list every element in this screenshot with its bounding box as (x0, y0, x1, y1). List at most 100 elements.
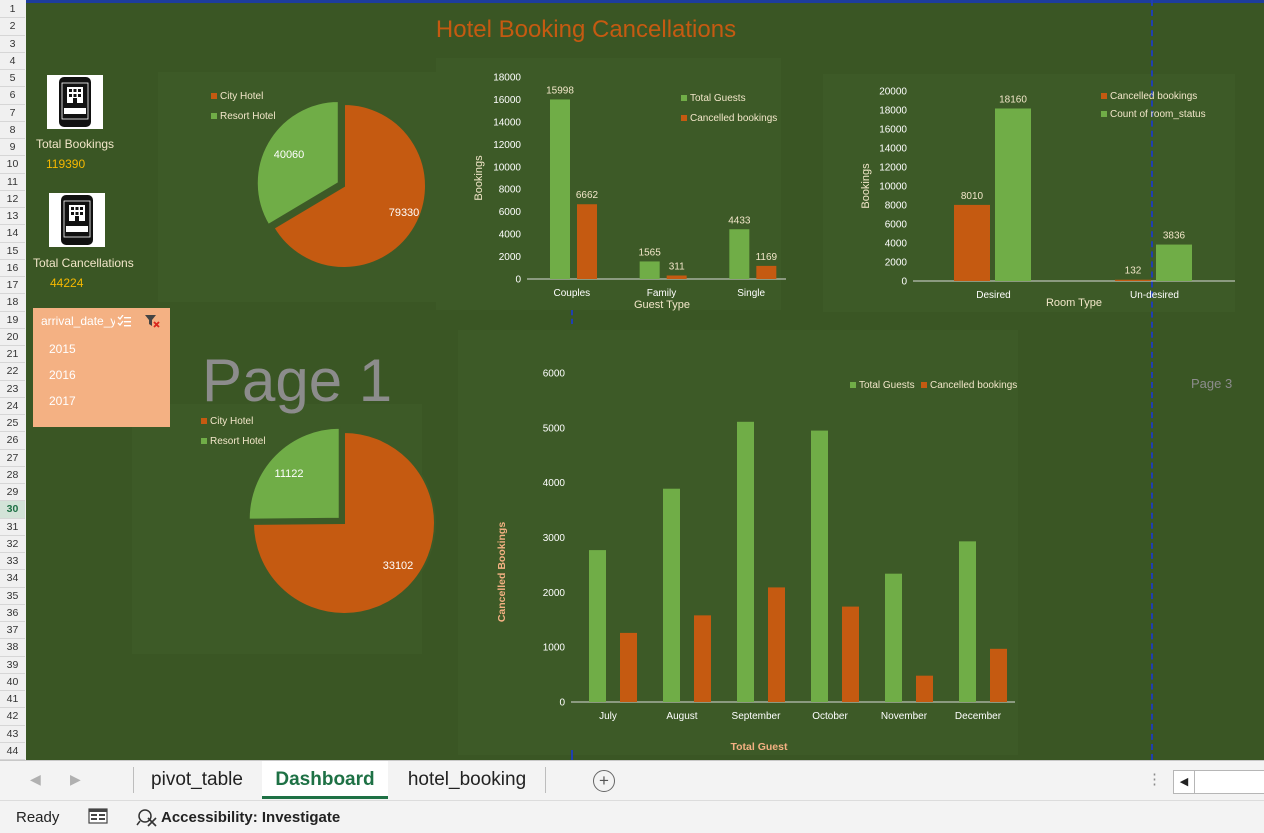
bar-cancelled-bookings-december (990, 649, 1007, 702)
legend-swatch-resort-hotel (211, 113, 217, 119)
row-header-5[interactable]: 5 (0, 70, 25, 87)
y-tick-label: 4000 (543, 478, 566, 489)
guest-type-bar-chart[interactable]: 0 2000 4000 6000 8000 10000 12000 14000 16000 180… (436, 60, 786, 315)
y-tick-label: 6000 (499, 207, 522, 218)
row-header-16[interactable]: 16 (0, 260, 25, 277)
row-header-26[interactable]: 26 (0, 432, 25, 449)
row-header-13[interactable]: 13 (0, 208, 25, 225)
legend-label-total-guests: Total Guests (690, 93, 746, 104)
y-tick-label: 16000 (879, 125, 907, 136)
book-app-icon (49, 193, 105, 247)
year-slicer[interactable]: arrival_date_year 2015 2016 2017 (33, 308, 170, 427)
row-header-27[interactable]: 27 (0, 450, 25, 467)
row-header-1[interactable]: 1 (0, 1, 25, 18)
pie-data-label: 40060 (274, 149, 305, 161)
row-header-30[interactable]: 30 (0, 501, 25, 518)
clear-filter-icon[interactable] (144, 314, 160, 329)
row-header-10[interactable]: 10 (0, 156, 25, 173)
hotel-cancellations-pie-chart[interactable]: 33102 11122 City Hotel Resort Hotel (166, 408, 436, 638)
row-header-4[interactable]: 4 (0, 53, 25, 70)
row-header-41[interactable]: 41 (0, 691, 25, 708)
multi-select-icon[interactable] (117, 315, 131, 328)
y-axis-title: Bookings (860, 163, 872, 209)
scroll-left-icon[interactable]: ◀ (1174, 771, 1195, 793)
row-header-33[interactable]: 33 (0, 553, 25, 570)
row-header-42[interactable]: 42 (0, 708, 25, 725)
room-type-bar-chart[interactable]: 0 2000 4000 6000 8000 10000 12000 14000 16000 180… (823, 76, 1243, 316)
tab-hotel-booking[interactable]: hotel_booking (392, 761, 542, 799)
row-header-38[interactable]: 38 (0, 639, 25, 656)
row-header-31[interactable]: 31 (0, 519, 25, 536)
horizontal-scrollbar[interactable]: ◀ (1173, 770, 1264, 794)
slicer-item-2015[interactable]: 2015 (49, 342, 76, 356)
row-header-14[interactable]: 14 (0, 225, 25, 242)
row-header-9[interactable]: 9 (0, 139, 25, 156)
y-axis-title: Bookings (473, 155, 485, 201)
row-header-15[interactable]: 15 (0, 243, 25, 260)
tab-separator (545, 767, 546, 793)
tab-pivot-table[interactable]: pivot_table (136, 761, 258, 799)
y-tick-label: 2000 (543, 588, 566, 599)
row-header-18[interactable]: 18 (0, 294, 25, 311)
bar-total-guests-november (885, 574, 902, 702)
tab-scroll-left-icon[interactable]: ◀ (30, 771, 41, 788)
y-tick-label: 2000 (499, 252, 522, 263)
page-1-watermark: Page 1 (202, 346, 392, 415)
row-header-11[interactable]: 11 (0, 174, 25, 191)
bar-data-label: 1169 (756, 252, 778, 263)
row-header-3[interactable]: 3 (0, 36, 25, 53)
x-tick-label: September (732, 711, 782, 722)
y-tick-label: 18000 (493, 73, 521, 84)
row-header-39[interactable]: 39 (0, 657, 25, 674)
tab-scroll-right-icon[interactable]: ▶ (70, 771, 81, 788)
row-header-37[interactable]: 37 (0, 622, 25, 639)
row-header-28[interactable]: 28 (0, 467, 25, 484)
row-header-35[interactable]: 35 (0, 588, 25, 605)
status-ready-text: Ready (16, 809, 59, 826)
row-header-23[interactable]: 23 (0, 381, 25, 398)
x-axis-title: Total Guest (731, 741, 788, 753)
dashboard-sheet[interactable]: Hotel Booking Cancellations Total Bookin… (26, 0, 1264, 760)
row-header-40[interactable]: 40 (0, 674, 25, 691)
row-header-43[interactable]: 43 (0, 726, 25, 743)
accessibility-icon[interactable] (136, 807, 158, 827)
row-header-22[interactable]: 22 (0, 363, 25, 380)
monthly-bar-chart[interactable]: 0 1000 2000 3000 4000 5000 6000 July August Septe… (458, 332, 1028, 757)
bar-cancelled-bookings-single (756, 266, 776, 279)
row-header-2[interactable]: 2 (0, 18, 25, 35)
row-header-32[interactable]: 32 (0, 536, 25, 553)
bar-data-label: 8010 (961, 191, 984, 202)
accessibility-status[interactable]: Accessibility: Investigate (161, 809, 340, 826)
row-header-34[interactable]: 34 (0, 570, 25, 587)
macro-recording-icon[interactable] (88, 808, 108, 824)
row-header-6[interactable]: 6 (0, 87, 25, 104)
row-header-24[interactable]: 24 (0, 398, 25, 415)
tab-dashboard[interactable]: Dashboard (262, 761, 388, 799)
hotel-bookings-pie-chart[interactable]: 79330 40060 City Hotel Resort Hotel (166, 78, 436, 298)
legend-label-total-guests: Total Guests (859, 380, 915, 391)
more-options-icon[interactable]: ⋮ (1147, 770, 1162, 788)
bar-total-guests-december (959, 541, 976, 702)
row-header-44[interactable]: 44 (0, 743, 25, 760)
x-axis-title: Guest Type (634, 299, 690, 311)
row-header-29[interactable]: 29 (0, 484, 25, 501)
row-header-19[interactable]: 19 (0, 312, 25, 329)
row-header-20[interactable]: 20 (0, 329, 25, 346)
y-tick-label: 10000 (493, 162, 521, 173)
row-header-36[interactable]: 36 (0, 605, 25, 622)
y-tick-label: 6000 (885, 220, 908, 231)
row-header-7[interactable]: 7 (0, 105, 25, 122)
page-3-watermark: Page 3 (1191, 376, 1232, 391)
slicer-item-2017[interactable]: 2017 (49, 394, 76, 408)
legend-swatch-city-hotel (201, 418, 207, 424)
row-header-17[interactable]: 17 (0, 277, 25, 294)
bar-data-label: 4433 (728, 215, 751, 226)
row-header-12[interactable]: 12 (0, 191, 25, 208)
row-header-21[interactable]: 21 (0, 346, 25, 363)
plus-circle-icon[interactable]: + (593, 770, 615, 792)
slicer-item-2016[interactable]: 2016 (49, 368, 76, 382)
row-header-8[interactable]: 8 (0, 122, 25, 139)
row-header-25[interactable]: 25 (0, 415, 25, 432)
y-tick-label: 14000 (493, 117, 521, 128)
bar-data-label: 132 (1125, 266, 1142, 277)
